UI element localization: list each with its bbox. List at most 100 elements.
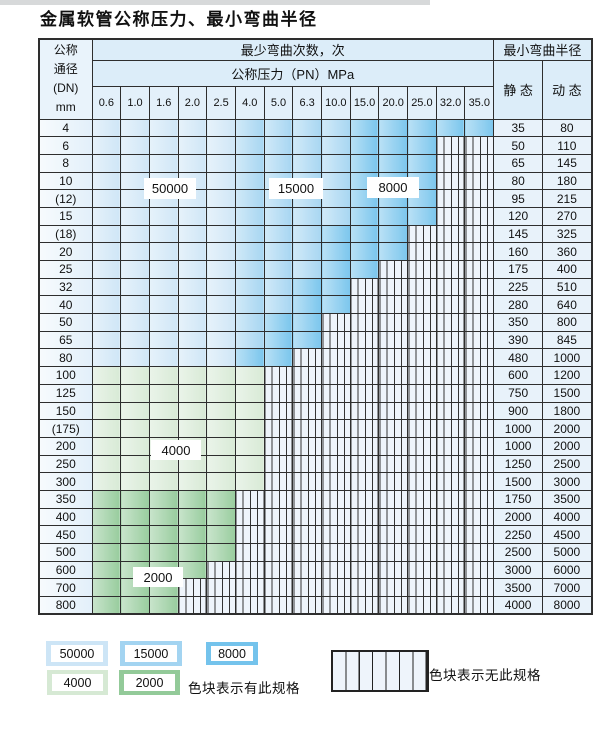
spec-cell-15000 bbox=[321, 171, 351, 191]
nospec-cell bbox=[263, 560, 294, 580]
nospec-cell bbox=[464, 596, 495, 615]
static-cell: 3000 bbox=[493, 560, 544, 580]
spec-cell-15000 bbox=[263, 224, 294, 244]
table-row: 125 750 1500 bbox=[38, 383, 593, 403]
spec-cell-15000 bbox=[263, 118, 294, 138]
nospec-cell bbox=[349, 507, 380, 527]
spec-cell-50000 bbox=[177, 295, 208, 315]
dn-header-line: (DN) bbox=[53, 81, 79, 96]
pressure-value-header: 25.0 bbox=[407, 85, 437, 120]
dynamic-cell: 510 bbox=[542, 277, 593, 297]
bend-cycles-header: 最少弯曲次数，次 bbox=[91, 38, 495, 61]
nospec-cell bbox=[407, 366, 437, 385]
nospec-cell bbox=[435, 436, 466, 456]
nospec-cell bbox=[263, 472, 294, 491]
spec-cell-8000 bbox=[292, 295, 322, 315]
spec-cell-4000 bbox=[148, 472, 179, 491]
pressure-value-header: 1.6 bbox=[148, 85, 179, 120]
spec-cell-15000 bbox=[292, 242, 322, 261]
nospec-cell bbox=[321, 543, 351, 562]
min-bend-radius-header: 最小弯曲半径 bbox=[493, 38, 593, 61]
spec-cell-50000 bbox=[120, 118, 150, 138]
spec-cell-15000 bbox=[263, 242, 294, 261]
nospec-cell bbox=[407, 578, 437, 598]
nospec-cell bbox=[407, 313, 437, 332]
dn-cell: 150 bbox=[38, 401, 93, 421]
spec-cell-8000 bbox=[407, 153, 437, 173]
nospec-cell bbox=[407, 543, 437, 562]
spec-cell-15000 bbox=[234, 295, 265, 315]
spec-cell-50000 bbox=[91, 295, 122, 315]
table-row: 20 160 360 bbox=[38, 242, 593, 261]
nospec-cell bbox=[464, 153, 495, 173]
nospec-cell bbox=[321, 401, 351, 421]
nospec-cell bbox=[407, 224, 437, 244]
dynamic-header: 动 态 bbox=[542, 59, 593, 120]
spec-cell-50000 bbox=[177, 224, 208, 244]
static-cell: 225 bbox=[493, 277, 544, 297]
nospec-cell bbox=[292, 507, 322, 527]
spec-cell-15000 bbox=[234, 153, 265, 173]
spec-cell-50000 bbox=[91, 242, 122, 261]
spec-cell-50000 bbox=[91, 206, 122, 226]
spec-cell-50000 bbox=[148, 242, 179, 261]
spec-cell-2000 bbox=[148, 507, 179, 527]
dn-cell: 200 bbox=[38, 436, 93, 456]
dynamic-cell: 4500 bbox=[542, 525, 593, 544]
dn-cell: 100 bbox=[38, 366, 93, 385]
nospec-cell bbox=[263, 578, 294, 598]
spec-cell-50000 bbox=[120, 242, 150, 261]
dn-cell: 250 bbox=[38, 454, 93, 474]
nospec-cell bbox=[263, 383, 294, 403]
nospec-cell bbox=[321, 596, 351, 615]
spec-cell-50000 bbox=[120, 260, 150, 279]
table-row: 300 1500 3000 bbox=[38, 472, 593, 491]
pressure-value-header: 6.3 bbox=[292, 85, 322, 120]
spec-cell-4000 bbox=[91, 419, 122, 438]
pressure-value-header: 2.0 bbox=[177, 85, 208, 120]
nospec-cell bbox=[321, 578, 351, 598]
pressure-value-header: 4.0 bbox=[234, 85, 265, 120]
nospec-cell bbox=[378, 330, 409, 350]
dynamic-cell: 8000 bbox=[542, 596, 593, 615]
spec-cell-2000 bbox=[120, 543, 150, 562]
spec-cell-50000 bbox=[91, 348, 122, 368]
spec-cell-4000 bbox=[91, 436, 122, 456]
spec-cell-15000 bbox=[263, 260, 294, 279]
spec-cell-8000 bbox=[349, 206, 380, 226]
table-row: 800 4000 8000 bbox=[38, 596, 593, 615]
nospec-cell bbox=[349, 295, 380, 315]
spec-cell-8000 bbox=[349, 242, 380, 261]
static-cell: 750 bbox=[493, 383, 544, 403]
spec-cell-50000 bbox=[148, 136, 179, 155]
spec-cell-50000 bbox=[148, 118, 179, 138]
dynamic-cell: 5000 bbox=[542, 543, 593, 562]
spec-cell-4000 bbox=[91, 383, 122, 403]
spec-cell-2000 bbox=[177, 543, 208, 562]
spec-cell-50000 bbox=[206, 260, 236, 279]
spec-cell-50000 bbox=[91, 224, 122, 244]
nospec-cell bbox=[263, 596, 294, 615]
spec-cell-8000 bbox=[378, 118, 409, 138]
spec-cell-50000 bbox=[177, 277, 208, 297]
nospec-cell bbox=[378, 507, 409, 527]
spec-cell-4000 bbox=[234, 436, 265, 456]
spec-cell-50000 bbox=[206, 330, 236, 350]
spec-table: 公称 通径 (DN) mm 最少弯曲次数，次 最小弯曲半径 公称压力（PN）MP… bbox=[38, 38, 593, 616]
spec-cell-50000 bbox=[120, 189, 150, 208]
nospec-cell bbox=[263, 401, 294, 421]
dynamic-cell: 4000 bbox=[542, 507, 593, 527]
spec-cell-8000 bbox=[263, 348, 294, 368]
spec-cell-50000 bbox=[177, 313, 208, 332]
dynamic-cell: 80 bbox=[542, 118, 593, 138]
legend-swatch-label: 8000 bbox=[211, 646, 253, 661]
nospec-cell bbox=[435, 383, 466, 403]
table-row: 8 65 145 bbox=[38, 153, 593, 173]
nospec-cell bbox=[234, 596, 265, 615]
spec-cell-50000 bbox=[148, 330, 179, 350]
spec-cell-15000 bbox=[234, 242, 265, 261]
nospec-cell bbox=[435, 260, 466, 279]
spec-cell-8000 bbox=[378, 206, 409, 226]
nospec-cell bbox=[407, 348, 437, 368]
